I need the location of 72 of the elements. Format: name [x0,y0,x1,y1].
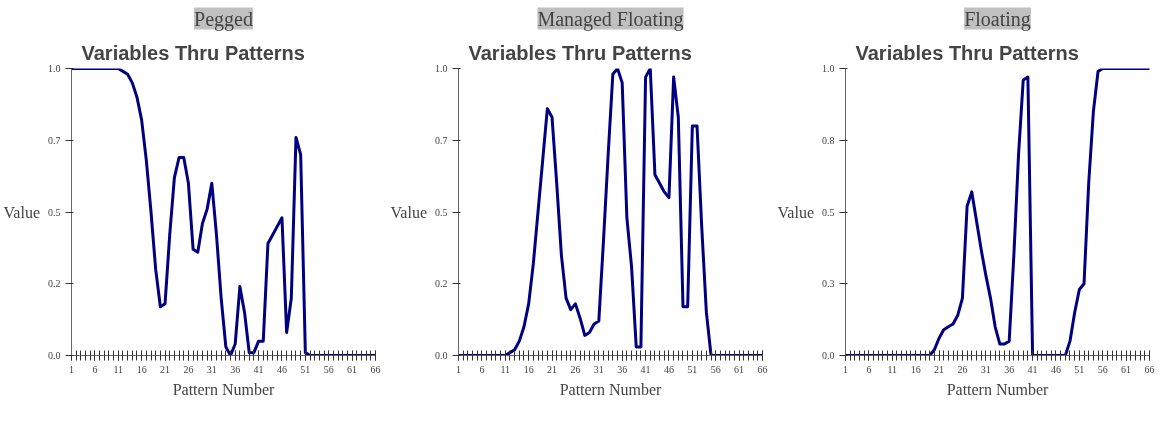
y-tick-label: 1.0 [48,63,61,74]
y-axis-title: Value [390,203,428,221]
x-tick-label: 66 [370,363,381,375]
x-tick-label: 16 [523,363,534,375]
x-tick-label: 6 [92,363,98,375]
x-tick-label: 61 [347,363,358,375]
x-tick-label: 66 [757,363,768,375]
x-tick-label: 16 [910,363,921,375]
chart-subtitle: Managed Floating [537,7,684,31]
y-tick-label: 1.0 [822,63,835,74]
x-tick-label: 36 [1004,363,1015,375]
x-tick-label: 46 [663,363,674,375]
y-tick-label: 0.8 [822,134,835,146]
chart-title: Variables Thru Patterns [855,41,1079,64]
x-tick-label: 61 [1121,363,1132,375]
y-tick-label: 0.0 [435,350,448,361]
y-tick-label: 0.5 [822,206,835,218]
x-tick-label: 26 [183,363,194,375]
x-tick-label: 21 [547,363,558,375]
x-tick-label: 21 [934,363,945,375]
y-tick-label: 0.0 [48,350,61,361]
chart-title: Variables Thru Patterns [81,41,305,64]
x-axis-title: Pattern Number [946,380,1050,398]
x-tick-label: 1 [843,363,848,375]
x-tick-label: 36 [617,363,628,375]
y-tick-label: 0.5 [48,206,61,218]
x-axis-title: Pattern Number [172,380,276,398]
x-tick-label: 11 [887,363,898,375]
x-tick-label: 51 [687,363,698,375]
x-axis-title: Pattern Number [559,380,663,398]
y-tick-label: 0.7 [48,134,61,146]
x-tick-label: 1 [69,363,74,375]
x-tick-label: 56 [1097,363,1108,375]
x-tick-label: 21 [160,363,171,375]
x-tick-label: 6 [479,363,485,375]
y-tick-label: 0.2 [48,278,61,290]
x-tick-label: 11 [113,363,124,375]
x-tick-label: 41 [640,363,651,375]
x-tick-label: 31 [206,363,217,375]
y-tick-label: 0.2 [435,278,448,290]
y-tick-label: 0.0 [822,350,835,361]
x-tick-label: 1 [456,363,461,375]
y-axis-title: Value [3,203,41,221]
x-tick-label: 31 [593,363,604,375]
y-axis-title: Value [777,203,815,221]
x-tick-label: 61 [734,363,745,375]
x-tick-label: 56 [323,363,334,375]
x-tick-label: 51 [1074,363,1085,375]
x-tick-label: 6 [866,363,872,375]
x-tick-label: 51 [300,363,311,375]
y-tick-label: 1.0 [435,63,448,74]
x-tick-label: 66 [1144,363,1155,375]
line-series [458,68,763,356]
x-tick-label: 26 [570,363,581,375]
x-tick-label: 46 [1050,363,1061,375]
x-tick-label: 31 [980,363,991,375]
x-tick-label: 46 [276,363,287,375]
chart-subtitle: Floating [964,7,1031,31]
line-series [71,68,376,356]
x-tick-label: 11 [500,363,511,375]
line-series [845,68,1150,356]
y-tick-label: 0.7 [435,134,448,146]
y-tick-label: 0.5 [435,206,448,218]
y-tick-label: 0.3 [822,278,835,290]
x-tick-label: 41 [1027,363,1038,375]
chart-title: Variables Thru Patterns [468,41,692,64]
x-tick-label: 56 [710,363,721,375]
x-tick-label: 26 [957,363,968,375]
x-tick-label: 36 [230,363,241,375]
chart-subtitle: Pegged [194,7,253,31]
x-tick-label: 41 [253,363,264,375]
x-tick-label: 16 [136,363,147,375]
